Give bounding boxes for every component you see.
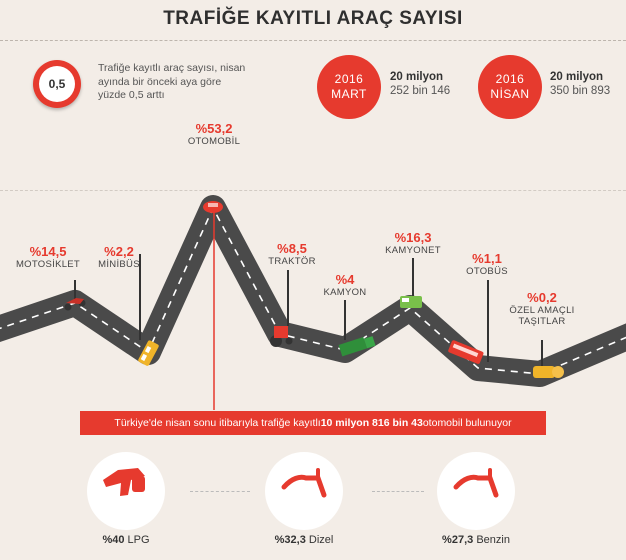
road — [0, 195, 626, 387]
car-icon — [203, 201, 223, 213]
month-year: 2016 — [334, 72, 364, 86]
category-motosiklet: %14,5 MOTOSİKLET — [14, 244, 82, 270]
summary-text: Trafiğe kayıtlı araç sayısı, nisan ayınd… — [98, 62, 246, 101]
category-ozel-amacli: %0,2 ÖZEL AMAÇLI TAŞITLAR — [505, 290, 579, 327]
fuel-name: Benzin — [476, 534, 510, 546]
tractor-icon — [270, 326, 293, 347]
category-pct: %16,3 — [394, 230, 432, 245]
mid-divider — [0, 190, 626, 191]
category-pct: %8,5 — [277, 241, 307, 256]
category-pct: %53,2 — [195, 121, 233, 136]
category-label: KAMYONET — [385, 245, 441, 256]
title-divider — [0, 40, 626, 41]
banner-text-bold: 10 milyon 816 bin 43 — [320, 417, 423, 429]
category-otobus: %1,1 OTOBÜS — [458, 251, 516, 277]
marker-poles — [74, 254, 543, 366]
category-label: KAMYON — [323, 287, 367, 298]
count-line1: 20 milyon — [390, 71, 444, 83]
page-title: TRAFİĞE KAYITLI ARAÇ SAYISI — [163, 8, 463, 29]
category-label: MİNİBÜS — [98, 259, 140, 270]
fuel-pct: %40 — [102, 534, 125, 546]
diesel-nozzle-icon — [281, 468, 327, 498]
fuel-name: LPG — [127, 534, 150, 546]
category-label: TRAKTÖR — [268, 256, 316, 267]
fuel-name: Dizel — [308, 534, 334, 546]
month-name: NİSAN — [490, 87, 530, 101]
category-pct: %1,1 — [472, 251, 502, 266]
fuel-lpg: %40 LPG — [71, 534, 181, 546]
category-kamyonet: %16,3 KAMYONET — [378, 230, 448, 256]
change-badge: 0,5 — [33, 60, 81, 108]
category-pct: %2,2 — [104, 244, 134, 259]
truck-icon — [338, 336, 376, 357]
motorcycle-icon — [64, 298, 86, 311]
category-label: ÖZEL AMAÇLI TAŞITLAR — [509, 305, 575, 327]
month-name: MART — [331, 87, 367, 101]
count-line1: 20 milyon — [550, 71, 604, 83]
fuel-pct: %32,3 — [274, 534, 306, 546]
fuel-pct: %27,3 — [442, 534, 474, 546]
category-label: OTOBÜS — [466, 266, 508, 277]
fuel-connector-1 — [190, 491, 250, 492]
category-pct: %14,5 — [29, 244, 67, 259]
count-line2: 252 bin 146 — [390, 85, 451, 97]
month-circle-mart: 2016 MART — [317, 55, 381, 119]
category-otomobil: %53,2 OTOMOBİL — [174, 121, 254, 147]
pickup-icon — [400, 296, 422, 308]
count-nisan: 20 milyon 350 bin 893 — [550, 70, 610, 98]
fuel-benzin: %27,3 Benzin — [421, 534, 531, 546]
category-minibus: %2,2 MİNİBÜS — [90, 244, 148, 270]
banner-text-post: otomobil bulunuyor — [422, 417, 512, 429]
count-mart: 20 milyon 252 bin 146 — [390, 70, 450, 98]
minibus-icon — [138, 340, 159, 366]
banner-text-pre: Türkiye'de nisan sonu itibarıyla trafiğe… — [114, 417, 321, 429]
month-circle-nisan: 2016 NİSAN — [478, 55, 542, 119]
change-badge-value: 0,5 — [39, 66, 75, 102]
bus-icon — [448, 340, 484, 364]
fuel-connector-2 — [372, 491, 424, 492]
fuel-dizel: %32,3 Dizel — [249, 534, 359, 546]
month-year: 2016 — [495, 72, 525, 86]
benzin-nozzle-icon — [453, 468, 499, 498]
category-label: OTOMOBİL — [187, 136, 241, 147]
lpg-gun-icon — [103, 468, 145, 496]
category-label: MOTOSİKLET — [15, 259, 81, 270]
special-vehicle-icon — [533, 366, 564, 378]
category-pct: %0,2 — [527, 290, 557, 305]
category-traktor: %8,5 TRAKTÖR — [262, 241, 322, 267]
otomobil-banner: Türkiye'de nisan sonu itibarıyla trafiğe… — [80, 411, 546, 435]
category-kamyon: %4 KAMYON — [315, 272, 375, 298]
category-pct: %4 — [335, 272, 355, 287]
count-line2: 350 bin 893 — [550, 85, 611, 97]
